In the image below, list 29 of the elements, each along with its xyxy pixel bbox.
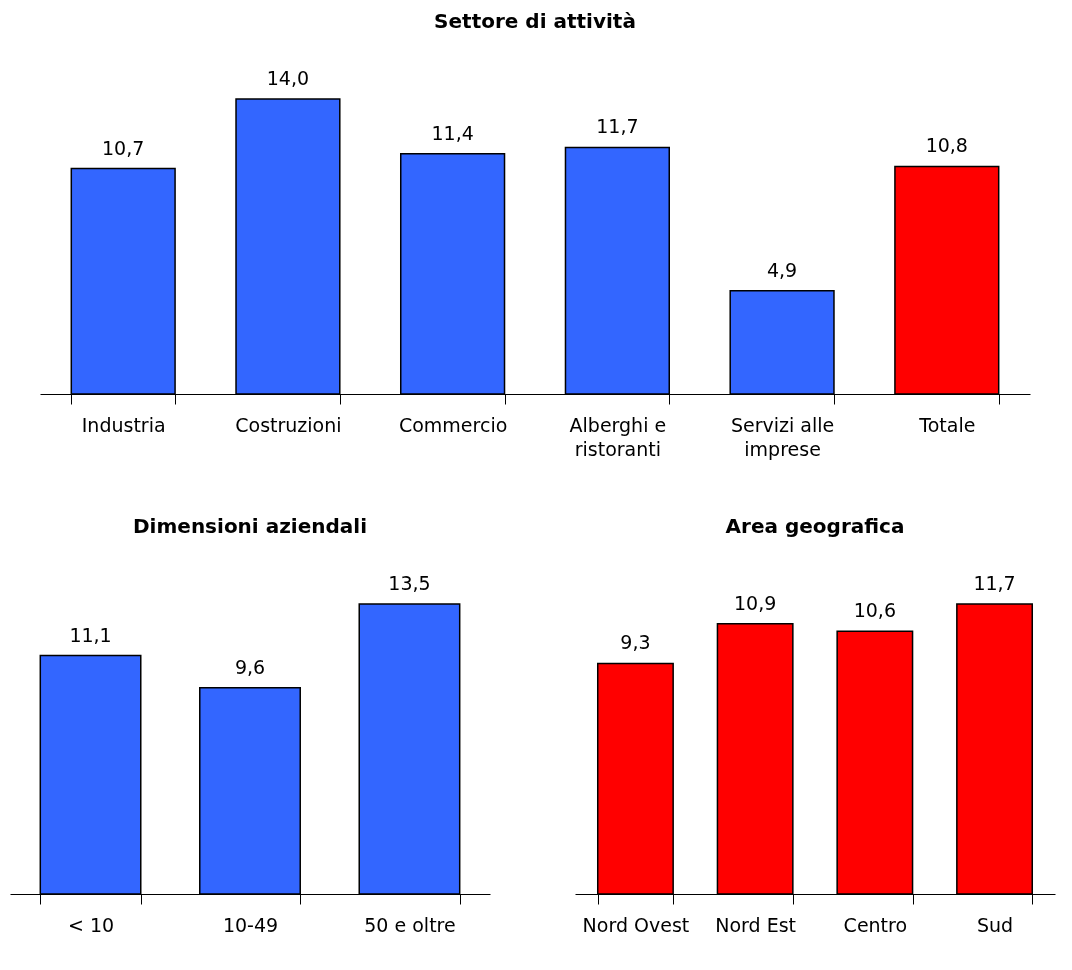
x-tick-label: Industria [81, 413, 166, 436]
x-tick-label: 10-49 [222, 913, 279, 936]
x-tick-label: Nord Ovest [582, 913, 690, 936]
x-tick-label: < 10 [67, 913, 115, 936]
data-label: 10,6 [853, 599, 897, 622]
data-label: 10,8 [925, 134, 968, 157]
x-tick-label: Servizi alle imprese [730, 413, 835, 460]
data-label: 11,7 [973, 572, 1016, 594]
data-label: 11,4 [431, 121, 474, 144]
data-label: 13,5 [388, 572, 431, 594]
data-label: 4,9 [766, 258, 798, 281]
x-tick-label: Commercio [398, 413, 508, 436]
chart-title: Dimensioni aziendali [133, 514, 367, 538]
data-label: 10,7 [102, 136, 145, 159]
chart-title: Settore di attività [434, 9, 636, 33]
data-label: 14,0 [266, 67, 310, 89]
data-label: 9,6 [234, 655, 266, 678]
x-tick-label: Costruzioni [235, 413, 342, 436]
data-label: 9,3 [620, 631, 651, 654]
data-label: 11,1 [69, 623, 112, 646]
x-tick-label: Centro [843, 913, 908, 936]
x-tick-label: Alberghi e ristoranti [569, 413, 667, 460]
x-tick-label: Nord Est [715, 913, 797, 936]
data-label: 11,7 [596, 115, 639, 138]
data-label: 10,9 [733, 591, 777, 614]
x-tick-label: Sud [976, 913, 1014, 936]
x-tick-label: Totale [918, 413, 976, 436]
chart-title: Area geografica [725, 514, 905, 538]
x-tick-label: 50 e oltre [364, 913, 456, 936]
